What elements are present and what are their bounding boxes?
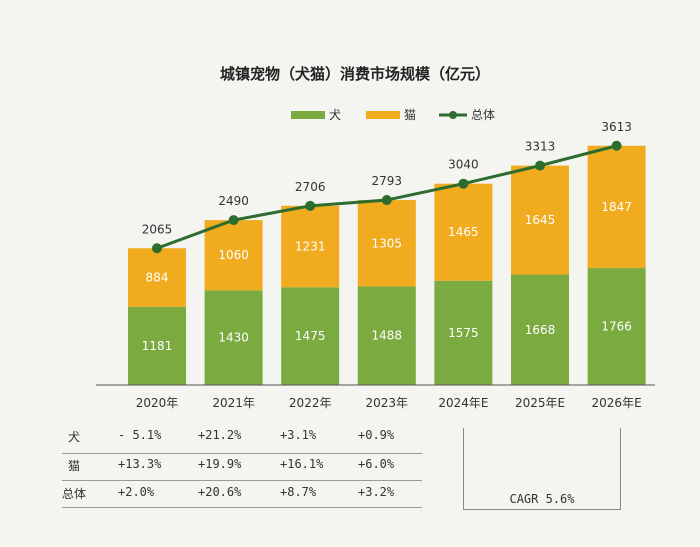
data-label-cat: 1847: [601, 200, 632, 214]
bar-dog: [357, 286, 416, 385]
bars: 1181 884 1430 1060 1475 1231 1488 1305 1575 1465 1…: [128, 145, 646, 385]
x-tick-label: 2024年E: [438, 396, 488, 410]
cagr-bracket: CAGR 5.6%: [463, 428, 621, 510]
total-point: [458, 178, 469, 189]
data-label-cat: 1465: [448, 225, 479, 239]
x-tick-label: 2026年E: [592, 396, 642, 410]
legend-swatch-cat: [366, 111, 400, 119]
data-label-total: 2490: [218, 194, 249, 208]
legend-label-total: 总体: [471, 108, 495, 122]
bar-dog: [281, 287, 340, 385]
data-label-total: 2065: [142, 222, 173, 236]
legend-label-dog: 犬: [329, 108, 341, 122]
data-label-total: 3040: [448, 158, 479, 172]
bar-dog: [587, 268, 646, 385]
x-tick-label: 2021年: [212, 396, 255, 410]
data-label-total: 2793: [372, 174, 403, 188]
data-label-cat: 1645: [525, 213, 556, 227]
data-label-dog: 1575: [448, 326, 479, 340]
bar-cat: [587, 145, 646, 269]
legend: 犬 猫 总体: [291, 108, 495, 122]
total-point: [611, 140, 622, 151]
data-label-total: 3613: [601, 120, 632, 134]
total-line-layer: 2065 2490 2706 2793 3040 3313 3613: [142, 120, 632, 254]
bar-cat: [434, 183, 493, 281]
bar-cat: [357, 200, 416, 287]
bar-dog: [128, 306, 186, 385]
total-point: [228, 215, 239, 226]
bar-dog: [511, 274, 569, 385]
data-label-dog: 1668: [525, 323, 556, 337]
total-point: [152, 243, 162, 254]
bar-dog: [434, 280, 493, 385]
data-label-dog: 1475: [295, 329, 326, 343]
data-label-dog: 1766: [601, 320, 632, 334]
bar-cat: [128, 248, 186, 307]
data-label-dog: 1181: [142, 339, 173, 353]
x-tick-labels: 2020年 2021年 2022年 2023年 2024年E 2025年E 2026年E: [136, 396, 642, 410]
data-label-dog: 1488: [372, 329, 403, 343]
data-label-total: 3313: [525, 140, 556, 154]
chart-title: 城镇宠物（犬猫）消费市场规模（亿元）: [220, 65, 490, 83]
data-label-cat: 1305: [372, 236, 403, 250]
cagr-label: CAGR 5.6%: [509, 492, 575, 506]
x-tick-label: 2022年: [289, 396, 332, 410]
data-label-cat: 1231: [295, 240, 326, 254]
bar-dog: [204, 290, 263, 385]
x-tick-label: 2023年: [366, 396, 409, 410]
total-point: [381, 195, 392, 206]
bar-cat: [281, 205, 340, 288]
x-tick-label: 2025年E: [515, 396, 565, 410]
bar-cat: [204, 220, 263, 291]
data-label-cat: 1060: [218, 248, 249, 262]
total-point: [535, 160, 545, 171]
legend-swatch-total-point: [449, 111, 457, 119]
x-tick-label: 2020年: [136, 396, 179, 410]
total-point: [305, 200, 316, 211]
data-label-total: 2706: [295, 180, 326, 194]
legend-swatch-dog: [291, 111, 325, 119]
data-label-dog: 1430: [218, 331, 249, 345]
legend-label-cat: 猫: [404, 108, 416, 122]
data-label-cat: 884: [146, 271, 169, 285]
bar-cat: [511, 165, 569, 275]
